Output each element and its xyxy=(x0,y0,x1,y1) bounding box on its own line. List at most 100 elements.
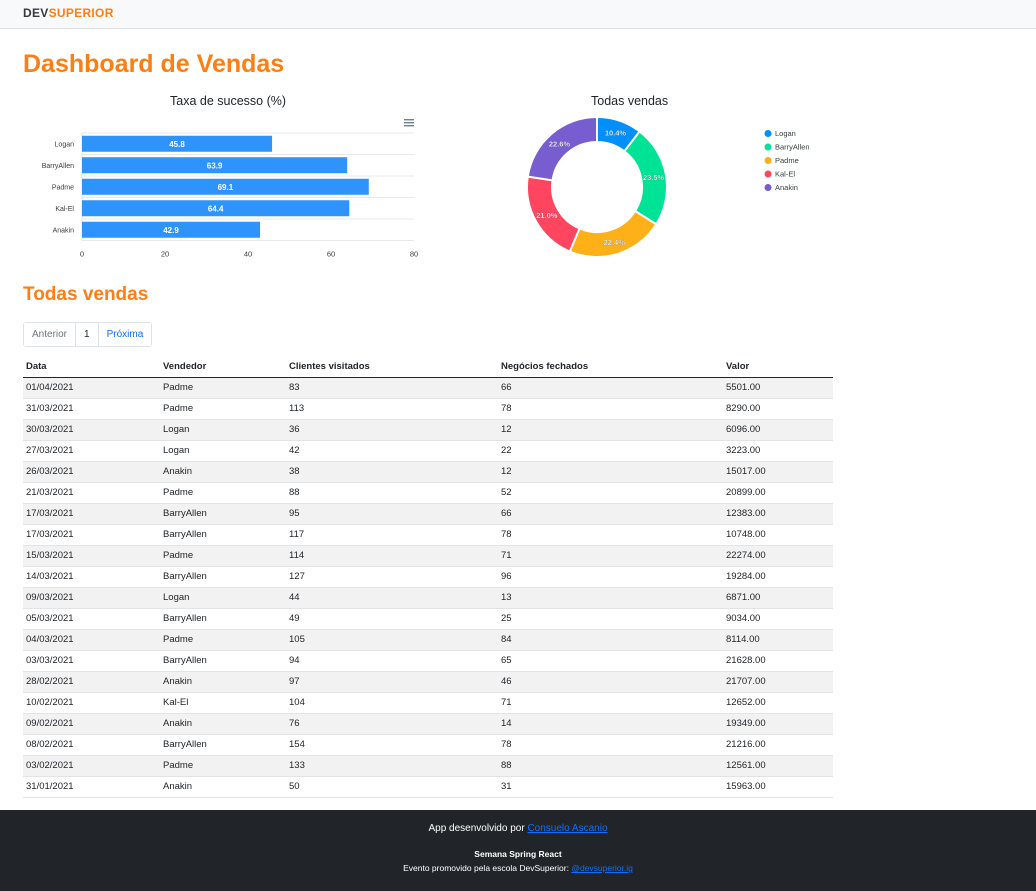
bar-logan xyxy=(82,135,273,152)
cell-vendedor: BarryAllen xyxy=(160,734,286,756)
logo-dev: DEV xyxy=(23,6,49,20)
cell-valor: 8290.00 xyxy=(723,398,833,420)
cell-vendedor: BarryAllen xyxy=(160,524,286,546)
cell-data: 03/03/2021 xyxy=(23,650,160,672)
page-number-button[interactable]: 1 xyxy=(76,323,99,346)
slice-value-label: 22.6% xyxy=(549,139,571,148)
cell-clientes: 94 xyxy=(286,650,498,672)
cell-data: 04/03/2021 xyxy=(23,629,160,651)
table-header-row: Data Vendedor Clientes visitados Negócio… xyxy=(23,356,833,378)
cell-clientes: 95 xyxy=(286,503,498,525)
cell-valor: 21628.00 xyxy=(723,650,833,672)
cell-vendedor: Kal-El xyxy=(160,692,286,714)
cell-clientes: 127 xyxy=(286,566,498,588)
cell-vendedor: Logan xyxy=(160,440,286,462)
header-negocios: Negócios fechados xyxy=(498,356,723,378)
cell-negocios: 66 xyxy=(498,377,723,399)
logo[interactable]: DEVSUPERIOR xyxy=(23,6,114,20)
slice-value-label: 21.0% xyxy=(536,211,558,220)
previous-page-button[interactable]: Anterior xyxy=(24,323,77,346)
cell-clientes: 38 xyxy=(286,461,498,483)
table-row: 17/03/2021 BarryAllen 95 66 12383.00 xyxy=(23,503,833,525)
cell-data: 26/03/2021 xyxy=(23,461,160,483)
cell-data: 31/03/2021 xyxy=(23,398,160,420)
cell-negocios: 25 xyxy=(498,608,723,630)
cell-clientes: 113 xyxy=(286,398,498,420)
cell-clientes: 36 xyxy=(286,419,498,441)
table-row: 05/03/2021 BarryAllen 49 25 9034.00 xyxy=(23,608,833,630)
cell-valor: 12561.00 xyxy=(723,755,833,777)
cell-data: 09/03/2021 xyxy=(23,587,160,609)
cell-valor: 19349.00 xyxy=(723,713,833,735)
cell-vendedor: Padme xyxy=(160,482,286,504)
table-row: 15/03/2021 Padme 114 71 22274.00 xyxy=(23,545,833,567)
legend-item[interactable]: Anakin xyxy=(775,183,798,192)
table-row: 17/03/2021 BarryAllen 117 78 10748.00 xyxy=(23,524,833,546)
header-vendedor: Vendedor xyxy=(160,356,286,378)
cell-data: 09/02/2021 xyxy=(23,713,160,735)
sales-section-title: Todas vendas xyxy=(23,284,149,305)
footer-credits: App desenvolvido por Consuelo Ascanio xyxy=(0,823,1036,834)
cell-clientes: 104 xyxy=(286,692,498,714)
cell-clientes: 105 xyxy=(286,629,498,651)
sales-table: Data Vendedor Clientes visitados Negócio… xyxy=(23,356,833,798)
category-label: Padme xyxy=(52,184,74,191)
author-link[interactable]: Consuelo Ascanio xyxy=(527,823,608,834)
cell-data: 01/04/2021 xyxy=(23,377,160,399)
table-row: 30/03/2021 Logan 36 12 6096.00 xyxy=(23,419,833,441)
legend-marker xyxy=(764,143,772,151)
cell-vendedor: BarryAllen xyxy=(160,608,286,630)
cell-data: 17/03/2021 xyxy=(23,524,160,546)
table-row: 09/03/2021 Logan 44 13 6871.00 xyxy=(23,587,833,609)
legend-item[interactable]: Padme xyxy=(775,156,799,165)
legend-item[interactable]: Logan xyxy=(775,129,796,138)
cell-data: 30/03/2021 xyxy=(23,419,160,441)
header-clientes: Clientes visitados xyxy=(286,356,498,378)
instagram-link[interactable]: @devsuperior.ig xyxy=(571,863,633,873)
footer-promo: Evento promovido pela escola DevSuperior… xyxy=(0,863,1036,873)
category-label: BarryAllen xyxy=(42,163,74,170)
cell-vendedor: Padme xyxy=(160,545,286,567)
table-row: 01/04/2021 Padme 83 66 5501.00 xyxy=(23,377,833,399)
table-row: 14/03/2021 BarryAllen 127 96 19284.00 xyxy=(23,566,833,588)
cell-negocios: 65 xyxy=(498,650,723,672)
cell-negocios: 12 xyxy=(498,419,723,441)
donut-chart-title: Todas vendas xyxy=(591,94,669,108)
cell-valor: 15017.00 xyxy=(723,461,833,483)
cell-clientes: 154 xyxy=(286,734,498,756)
cell-vendedor: Padme xyxy=(160,398,286,420)
bar-barryallen xyxy=(82,157,348,174)
cell-negocios: 96 xyxy=(498,566,723,588)
cell-vendedor: Anakin xyxy=(160,776,286,798)
x-tick-label: 40 xyxy=(244,250,252,259)
legend-item[interactable]: BarryAllen xyxy=(775,143,810,152)
hamburger-menu-icon[interactable] xyxy=(404,119,414,127)
cell-vendedor: BarryAllen xyxy=(160,650,286,672)
cell-negocios: 46 xyxy=(498,671,723,693)
cell-negocios: 66 xyxy=(498,503,723,525)
cell-data: 10/02/2021 xyxy=(23,692,160,714)
x-tick-label: 0 xyxy=(80,250,84,259)
cell-valor: 6096.00 xyxy=(723,419,833,441)
cell-vendedor: Logan xyxy=(160,419,286,441)
cell-clientes: 76 xyxy=(286,713,498,735)
cell-clientes: 114 xyxy=(286,545,498,567)
legend-item[interactable]: Kal-El xyxy=(775,170,795,179)
bar-kal-el xyxy=(82,200,350,217)
cell-data: 15/03/2021 xyxy=(23,545,160,567)
next-page-button[interactable]: Próxima xyxy=(98,323,152,346)
category-label: Kal-El xyxy=(55,206,74,213)
legend-marker xyxy=(764,157,772,164)
cell-data: 17/03/2021 xyxy=(23,503,160,525)
cell-negocios: 78 xyxy=(498,398,723,420)
cell-vendedor: Padme xyxy=(160,629,286,651)
cell-negocios: 14 xyxy=(498,713,723,735)
cell-clientes: 133 xyxy=(286,755,498,777)
footer-event: Semana Spring React xyxy=(474,849,562,859)
cell-valor: 3223.00 xyxy=(723,440,833,462)
cell-data: 03/02/2021 xyxy=(23,755,160,777)
cell-valor: 19284.00 xyxy=(723,566,833,588)
slice-anakin xyxy=(526,115,598,182)
cell-clientes: 50 xyxy=(286,776,498,798)
category-label: Logan xyxy=(55,141,75,148)
